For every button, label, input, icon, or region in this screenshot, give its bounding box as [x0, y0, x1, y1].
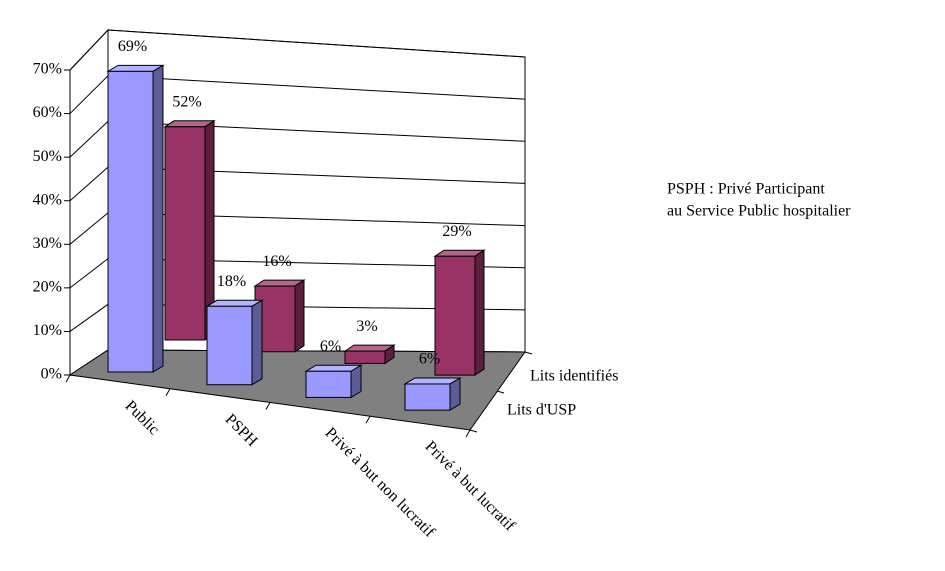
- bar: [403, 377, 462, 411]
- depth-tick: [524, 351, 533, 355]
- data-label: 3%: [356, 318, 377, 335]
- y-tick-label: 60%: [33, 104, 62, 121]
- y-tick-label: 10%: [33, 322, 62, 339]
- data-label: 6%: [419, 351, 440, 368]
- bar: [304, 364, 363, 399]
- bar-side: [449, 377, 461, 411]
- bar-side: [152, 64, 164, 373]
- x-tick: [465, 429, 471, 438]
- bar: [343, 344, 396, 365]
- bar: [433, 249, 486, 377]
- data-label: 18%: [217, 273, 246, 290]
- x-tick: [165, 388, 171, 396]
- y-tick-label: 20%: [33, 279, 62, 296]
- bar-front: [344, 350, 386, 364]
- x-tick-label: Privé à but non lucratif: [322, 424, 439, 541]
- x-tick: [265, 402, 271, 410]
- bar-front: [206, 305, 253, 386]
- bar-front: [434, 255, 476, 376]
- depth-tick: [496, 390, 505, 394]
- y-tick-label: 30%: [33, 235, 62, 252]
- data-label: 6%: [320, 338, 341, 355]
- bar: [163, 119, 216, 341]
- bar-side: [294, 279, 305, 353]
- grid-line: [69, 29, 526, 71]
- y-tick-label: 70%: [33, 61, 62, 78]
- depth-tick: [469, 429, 478, 433]
- data-label: 52%: [172, 93, 201, 110]
- x-tick-label: Privé à but lucratif: [422, 438, 519, 535]
- y-tick-label: 50%: [33, 148, 62, 165]
- bar-side: [350, 364, 362, 399]
- annotation: PSPH : Privé Participant: [667, 181, 825, 198]
- x-tick-label: Public: [122, 397, 163, 438]
- bar-front: [404, 383, 451, 411]
- data-label: 29%: [442, 223, 471, 240]
- legend-label: Lits identifiés: [530, 368, 618, 385]
- bar-side: [251, 299, 263, 386]
- bar-side: [474, 249, 485, 377]
- bar: [205, 299, 264, 386]
- x-tick: [65, 374, 71, 383]
- y-tick-label: 40%: [33, 191, 62, 208]
- x-tick-label: PSPH: [222, 411, 261, 450]
- y-tick-label: 0%: [41, 366, 62, 383]
- data-label: 69%: [118, 38, 147, 55]
- legend-label: Lits d'USP: [507, 402, 576, 419]
- bar: [106, 64, 165, 373]
- bar-front: [164, 126, 206, 341]
- x-tick: [365, 416, 371, 424]
- bar-front: [305, 370, 352, 398]
- annotation: au Service Public hospitalier: [667, 203, 851, 220]
- bar-front: [107, 70, 154, 373]
- data-label: 16%: [262, 253, 291, 270]
